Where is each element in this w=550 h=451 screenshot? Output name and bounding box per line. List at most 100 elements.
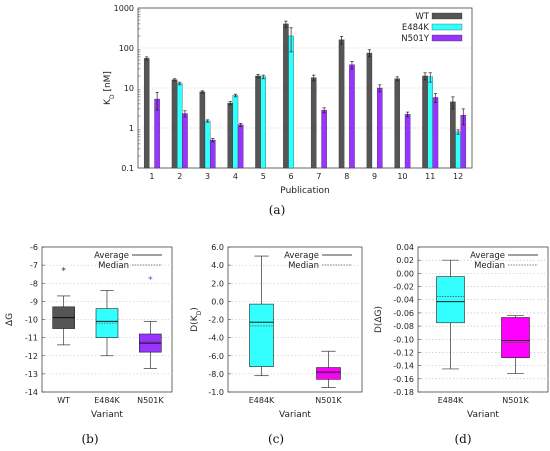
- y-axis-label: ΔG: [5, 313, 15, 326]
- panel-d-chart: 0.04 0.02 0.00 -0.02 -0.04 -0.06 -0.08 -0.10 -0.…: [374, 243, 549, 420]
- y-tick-label: 100: [119, 44, 134, 53]
- bar-wt-pub-1: [143, 58, 150, 169]
- y-tick-label: -13: [25, 370, 38, 379]
- bar-wt-pub-2: [171, 79, 178, 169]
- x-tick-label: 12: [453, 172, 463, 181]
- legend-label-wt: WT: [415, 12, 429, 22]
- plot-frame: [417, 246, 549, 393]
- bar-wt-pub-8: [338, 39, 345, 169]
- x-tick-label: 2: [177, 172, 182, 181]
- x-tick-label: N501K: [502, 396, 529, 405]
- legend-label-median: Median: [474, 261, 505, 271]
- y-tick-label: -0.06: [393, 309, 414, 318]
- x-axis-label: Variant: [467, 410, 499, 420]
- bar-wt-pub-11: [422, 75, 428, 169]
- bar-n501y-pub-9: [377, 87, 383, 169]
- x-tick-label: N501K: [315, 396, 342, 405]
- legend-label-n501y: N501Y: [401, 34, 430, 44]
- x-tick-label: N501K: [137, 396, 164, 405]
- y-tick-label: 0.02: [396, 256, 414, 265]
- y-tick-label: -4.0: [208, 334, 224, 343]
- legend-label-median: Median: [98, 261, 129, 271]
- y-tick-label: -8.0: [208, 370, 224, 379]
- box-e484k: [436, 276, 465, 324]
- y-tick-label: 0.0: [211, 297, 224, 306]
- y-tick-label: 6.0: [211, 243, 224, 252]
- legend-swatch-n501y: [431, 34, 463, 42]
- caption-c: (c): [268, 432, 284, 446]
- y-tick-label: -0.12: [393, 348, 414, 357]
- y-tick-label: -0.16: [393, 375, 414, 384]
- x-tick-label: 5: [261, 172, 266, 181]
- bar-wt-pub-3: [199, 91, 206, 169]
- y-tick-label: -10: [25, 316, 38, 325]
- y-tick-label: 10: [124, 84, 134, 93]
- bar-wt-pub-12: [450, 101, 456, 169]
- outlier-marker-wt: *: [61, 267, 66, 277]
- bar-e484k-pub-6: [288, 35, 294, 169]
- panel-c-chart: 6.0 4.0 2.0 0.0 -2.0 -4.0 -6.0 -8.0 -1.0 E484K N50…: [190, 243, 363, 420]
- bar-wt-pub-7: [310, 77, 317, 169]
- legend-label-average: Average: [94, 251, 129, 261]
- y-tick-label: -0.14: [393, 362, 414, 371]
- box-n501k: [501, 317, 530, 359]
- x-tick-label: E484K: [438, 396, 464, 405]
- y-tick-label: -9: [30, 297, 38, 306]
- y-tick-label: 1000: [114, 4, 134, 13]
- x-tick-label: WT: [57, 396, 70, 405]
- legend-label-median: Median: [288, 261, 319, 271]
- x-tick-label: 9: [372, 172, 377, 181]
- box-n501k: [316, 367, 341, 380]
- caption-a: (a): [269, 203, 286, 217]
- y-axis-label: D(KD): [190, 307, 203, 332]
- bar-wt-pub-10: [394, 78, 400, 169]
- x-tick-label: 4: [233, 172, 238, 181]
- bar-n501y-pub-4: [237, 124, 244, 169]
- y-tick-label: -0.04: [393, 296, 414, 305]
- caption-b: (b): [81, 432, 98, 446]
- bar-n501y-pub-11: [432, 97, 439, 169]
- x-tick-label: E484K: [249, 396, 275, 405]
- legend-label-average: Average: [284, 251, 319, 261]
- y-tick-label: -12: [25, 352, 38, 361]
- y-tick-label: -6.0: [208, 352, 224, 361]
- bar-wt-pub-9: [366, 52, 373, 169]
- bar-e484k-pub-3: [204, 120, 211, 169]
- y-tick-label: -14: [25, 388, 38, 397]
- bar-n501y-pub-3: [210, 139, 216, 169]
- caption-d: (d): [454, 432, 471, 446]
- y-tick-label: -6: [30, 243, 38, 252]
- y-tick-label: -11: [25, 334, 38, 343]
- y-tick-label: 0.1: [121, 164, 134, 173]
- y-tick-label: -2.0: [208, 316, 224, 325]
- bar-e484k-pub-12: [455, 131, 461, 169]
- legend-swatch-wt: [431, 12, 463, 20]
- x-tick-label: 6: [289, 172, 294, 181]
- y-tick-label: 0.04: [396, 243, 414, 252]
- y-tick-label: -7: [30, 261, 38, 270]
- x-tick-label: E484K: [94, 396, 120, 405]
- x-tick-label: 8: [344, 172, 349, 181]
- bar-e484k-pub-11: [427, 76, 433, 169]
- y-axis-label: D(ΔG): [374, 306, 384, 333]
- bar-e484k-pub-5: [260, 76, 266, 169]
- bar-e484k-pub-4: [232, 95, 239, 169]
- x-tick-label: 1: [149, 172, 154, 181]
- x-axis-label: Publication: [280, 186, 329, 196]
- legend-label-average: Average: [470, 251, 505, 261]
- y-tick-label: -0.18: [393, 388, 414, 397]
- bar-n501y-pub-8: [349, 64, 355, 169]
- y-tick-label: -0.10: [393, 335, 414, 344]
- y-axis-label: KD [nM]: [103, 71, 116, 105]
- y-tick-label: -0.08: [393, 322, 414, 331]
- x-axis-label: Variant: [279, 410, 311, 420]
- bar-n501y-pub-10: [404, 114, 411, 169]
- x-tick-label: 3: [205, 172, 210, 181]
- y-tick-label: 0.00: [396, 269, 414, 278]
- x-tick-label: 11: [425, 172, 435, 181]
- y-tick-label: 4.0: [211, 261, 224, 270]
- box-e484k: [249, 303, 274, 367]
- x-tick-label: 7: [316, 172, 321, 181]
- bar-n501y-pub-2: [182, 113, 188, 169]
- outlier-marker-n501k: *: [148, 276, 153, 286]
